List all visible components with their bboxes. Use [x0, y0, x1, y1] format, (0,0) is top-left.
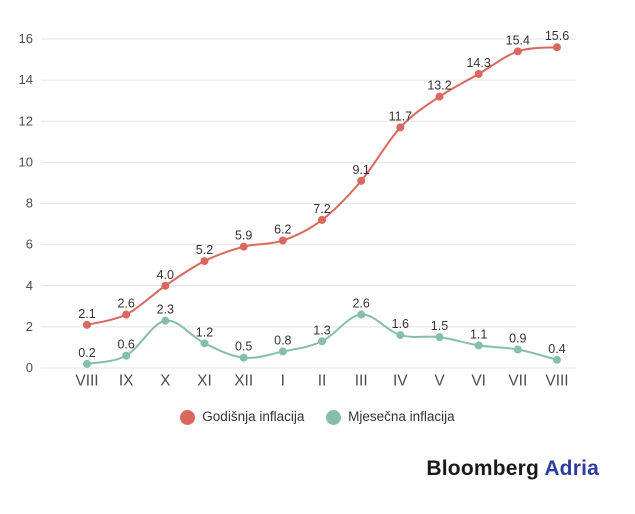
svg-text:XI: XI [197, 373, 212, 390]
svg-text:VI: VI [471, 373, 486, 390]
svg-text:VIII: VIII [545, 373, 568, 390]
svg-text:7.2: 7.2 [313, 202, 330, 216]
svg-text:8: 8 [26, 196, 33, 211]
svg-text:12: 12 [19, 113, 33, 128]
svg-text:16: 16 [19, 31, 33, 46]
svg-text:9.1: 9.1 [352, 163, 369, 177]
svg-text:IX: IX [119, 373, 134, 390]
svg-text:5.2: 5.2 [196, 243, 213, 257]
svg-text:VII: VII [508, 373, 527, 390]
svg-text:III: III [355, 373, 368, 390]
svg-text:1.2: 1.2 [196, 325, 213, 339]
svg-text:15.6: 15.6 [545, 29, 569, 43]
svg-text:2.6: 2.6 [117, 297, 134, 311]
svg-text:1.3: 1.3 [313, 323, 330, 337]
svg-text:2.3: 2.3 [157, 303, 174, 317]
svg-text:XII: XII [234, 373, 253, 390]
svg-text:X: X [160, 373, 171, 390]
svg-text:0.9: 0.9 [509, 331, 526, 345]
svg-text:11.7: 11.7 [389, 109, 412, 123]
svg-text:1.6: 1.6 [392, 317, 409, 331]
svg-text:15.4: 15.4 [506, 33, 530, 47]
svg-text:14: 14 [19, 72, 33, 87]
svg-text:1.5: 1.5 [431, 319, 448, 333]
svg-text:0.8: 0.8 [274, 334, 291, 348]
svg-text:5.9: 5.9 [235, 229, 252, 243]
svg-text:4.0: 4.0 [157, 268, 174, 282]
svg-text:4: 4 [26, 278, 33, 293]
svg-text:6.2: 6.2 [274, 223, 291, 237]
svg-text:14.3: 14.3 [466, 56, 490, 70]
svg-text:I: I [281, 373, 285, 390]
svg-text:2.1: 2.1 [78, 307, 95, 321]
svg-text:II: II [318, 373, 327, 390]
svg-text:IV: IV [393, 373, 408, 390]
svg-text:VIII: VIII [75, 373, 98, 390]
svg-text:0: 0 [26, 360, 33, 375]
svg-text:V: V [434, 373, 445, 390]
svg-text:13.2: 13.2 [427, 79, 451, 93]
svg-text:2: 2 [26, 319, 33, 334]
svg-text:1.1: 1.1 [470, 327, 487, 341]
svg-text:0.6: 0.6 [117, 338, 134, 352]
svg-text:2.6: 2.6 [352, 297, 369, 311]
svg-text:10: 10 [19, 154, 33, 169]
svg-text:0.2: 0.2 [78, 346, 95, 360]
svg-text:6: 6 [26, 237, 33, 252]
svg-text:0.5: 0.5 [235, 340, 252, 354]
svg-text:0.4: 0.4 [548, 342, 565, 356]
